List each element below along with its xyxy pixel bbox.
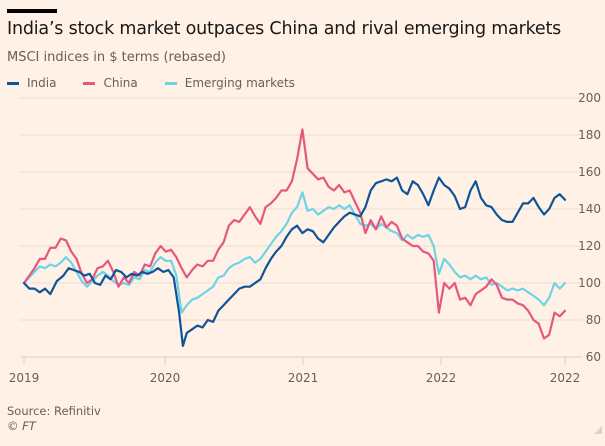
y-tick-label-80: 80 [586,313,601,327]
series-line-emerging-markets [22,191,567,314]
y-tick-label-200: 200 [578,91,601,105]
y-tick-label-60: 60 [586,350,601,364]
brand-bar [7,9,57,13]
x-tick-label-0: 2019 [9,371,40,385]
resize-grip[interactable] [594,426,602,434]
series-line-china [22,128,567,340]
y-axis: 60 80 100 120 140 160 180 200 [578,91,601,364]
copyright-note: © FT [7,419,36,433]
legend-swatch-china [83,81,96,85]
x-tick-label-2: 2021 [288,371,319,385]
y-tick-label-160: 160 [578,165,601,179]
source-note: Source: Refinitiv [7,404,101,418]
y-tick-label-120: 120 [578,239,601,253]
series-lines [22,128,567,347]
y-tick-label-180: 180 [578,128,601,142]
chart-subtitle: MSCI indices in $ terms (rebased) [7,50,226,65]
legend-label-china: China [103,76,138,90]
legend-label-india: India [27,76,57,90]
x-tick-label-1: 2020 [150,371,181,385]
y-tick-label-140: 140 [578,202,601,216]
x-axis: 2019 2020 2021 2022 2022 [9,357,581,385]
y-tick-label-100: 100 [578,276,601,290]
x-tick-label-3: 2022 [426,371,457,385]
series-line-india [22,176,567,347]
legend: India China Emerging markets [7,76,322,90]
legend-item-india: India [7,76,56,90]
legend-swatch-india [7,81,19,85]
chart-title: India’s stock market outpaces China and … [7,19,562,39]
legend-item-emerging: Emerging markets [164,76,295,90]
x-tick-label-4: 2022 [550,371,581,385]
legend-swatch-emerging [164,81,177,85]
legend-item-china: China [83,76,138,90]
legend-label-emerging: Emerging markets [184,76,295,90]
